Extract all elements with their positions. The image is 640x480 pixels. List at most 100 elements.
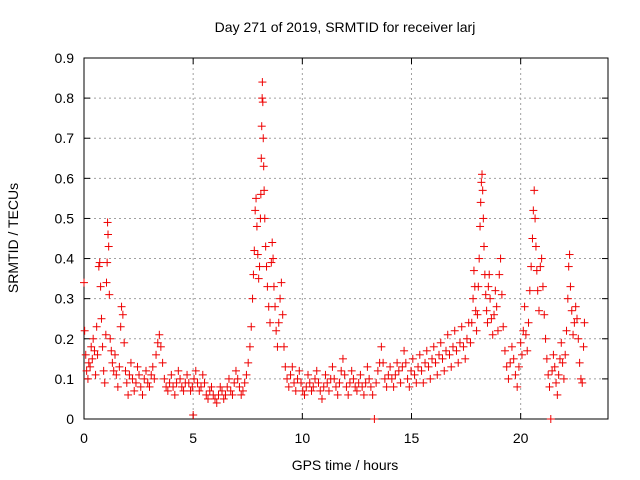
plot-frame: [83, 57, 609, 420]
data-point: [124, 390, 133, 399]
data-point: [496, 254, 505, 263]
data-point: [258, 98, 267, 107]
data-point: [352, 386, 361, 395]
data-point: [183, 370, 192, 379]
data-point: [188, 382, 197, 391]
data-point: [125, 370, 134, 379]
data-point: [513, 382, 522, 391]
data-point: [106, 334, 115, 343]
data-point: [254, 274, 263, 283]
data-point: [333, 390, 342, 399]
data-point: [274, 318, 283, 327]
data-point: [527, 262, 536, 271]
data-point: [312, 366, 321, 375]
data-point: [523, 346, 532, 355]
data-point: [492, 302, 501, 311]
data-point: [272, 326, 281, 335]
data-point: [297, 378, 306, 387]
data-point: [483, 318, 492, 327]
data-point: [142, 366, 151, 375]
data-point: [256, 190, 265, 199]
data-point: [277, 278, 286, 287]
data-point: [97, 314, 106, 323]
data-point: [500, 346, 509, 355]
data-point: [81, 350, 90, 359]
data-point: [486, 294, 495, 303]
data-point: [422, 346, 431, 355]
x-tick-label: 5: [189, 430, 197, 446]
data-point: [204, 394, 213, 403]
data-point: [443, 330, 452, 339]
data-point: [310, 374, 319, 383]
data-point: [92, 322, 101, 331]
data-point: [435, 350, 444, 359]
data-point: [574, 334, 583, 343]
data-point: [433, 370, 442, 379]
data-point: [535, 306, 544, 315]
data-point: [258, 94, 267, 103]
data-point: [147, 370, 156, 379]
data-point: [131, 378, 140, 387]
data-point: [405, 382, 414, 391]
data-point: [517, 350, 526, 359]
data-point: [531, 214, 540, 223]
data-point: [562, 326, 571, 335]
x-axis-label: GPS time / hours: [292, 457, 399, 473]
data-point: [476, 222, 485, 231]
data-point: [493, 326, 502, 335]
data-point: [266, 318, 275, 327]
data-point: [98, 342, 107, 351]
data-point: [230, 378, 239, 387]
data-point: [184, 378, 193, 387]
data-point: [382, 382, 391, 391]
data-point: [521, 330, 530, 339]
data-point: [452, 346, 461, 355]
data-point: [554, 370, 563, 379]
data-point: [509, 354, 518, 363]
data-point: [520, 302, 529, 311]
data-point: [531, 242, 540, 251]
data-point: [440, 366, 449, 375]
data-point: [461, 354, 470, 363]
data-point: [304, 370, 313, 379]
data-point: [528, 234, 537, 243]
data-point: [281, 362, 290, 371]
data-point: [80, 326, 89, 335]
y-tick-label: 0.7: [55, 130, 75, 146]
data-point: [344, 390, 353, 399]
data-point: [363, 362, 372, 371]
data-point: [290, 378, 299, 387]
data-point: [533, 286, 542, 295]
data-point: [578, 378, 587, 387]
data-point: [257, 154, 266, 163]
data-point: [153, 338, 162, 347]
data-point: [193, 378, 202, 387]
data-point: [410, 370, 419, 379]
data-point: [415, 350, 424, 359]
data-point: [507, 342, 516, 351]
data-point: [347, 366, 356, 375]
data-point: [83, 374, 92, 383]
data-point: [94, 262, 103, 271]
data-point: [291, 386, 300, 395]
data-point: [90, 346, 99, 355]
data-point: [436, 338, 445, 347]
data-point: [566, 282, 575, 291]
data-point: [108, 358, 117, 367]
data-point: [478, 186, 487, 195]
data-point: [80, 278, 88, 287]
data-point: [351, 382, 360, 391]
data-point: [403, 374, 412, 383]
data-point: [86, 362, 95, 371]
data-point: [295, 366, 304, 375]
data-point: [128, 374, 137, 383]
data-point: [559, 374, 568, 383]
data-point: [408, 354, 417, 363]
data-point: [278, 310, 287, 319]
y-tick-labels: 0 0.1 0.2 0.3 0.4 0.5 0.6 0.7 0.8 0.9: [55, 50, 75, 427]
data-point: [260, 186, 269, 195]
data-point: [221, 390, 230, 399]
data-point: [472, 326, 481, 335]
data-point: [391, 370, 400, 379]
data-point: [359, 390, 368, 399]
